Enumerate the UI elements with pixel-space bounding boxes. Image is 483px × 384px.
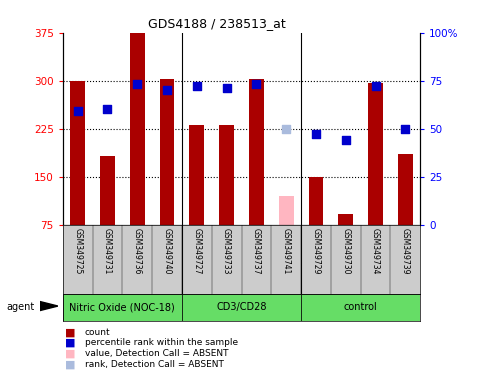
Point (342, 137, 350, 143)
Bar (219, 126, 234, 225)
Text: ■: ■ (65, 338, 76, 348)
Text: value, Detection Call = ABSENT: value, Detection Call = ABSENT (85, 349, 228, 358)
Bar (309, 177, 324, 225)
Point (223, 85, 230, 91)
Text: ■: ■ (65, 349, 76, 359)
Bar (63, 294, 182, 321)
Text: Nitric Oxide (NOC-18): Nitric Oxide (NOC-18) (70, 302, 175, 312)
Point (282, 126, 290, 132)
Point (133, 81, 141, 88)
Text: rank, Detection Call = ABSENT: rank, Detection Call = ABSENT (85, 360, 224, 369)
Bar (249, 79, 264, 225)
Bar (182, 294, 301, 321)
Point (193, 83, 201, 89)
Text: GDS4188 / 238513_at: GDS4188 / 238513_at (148, 17, 286, 30)
Text: GSM349730: GSM349730 (341, 228, 350, 275)
Text: ■: ■ (65, 359, 76, 369)
Bar (338, 214, 353, 225)
Text: GSM349739: GSM349739 (401, 228, 410, 275)
Text: ■: ■ (65, 327, 76, 337)
Polygon shape (40, 301, 58, 311)
Text: CD3/CD28: CD3/CD28 (216, 302, 267, 312)
Bar (70, 81, 85, 225)
Text: GSM349736: GSM349736 (133, 228, 142, 275)
Text: GSM349733: GSM349733 (222, 228, 231, 275)
Text: GSM349725: GSM349725 (73, 228, 82, 275)
Point (312, 131, 320, 137)
Point (104, 106, 112, 113)
Text: GSM349727: GSM349727 (192, 228, 201, 275)
Bar (159, 79, 174, 225)
Text: GSM349731: GSM349731 (103, 228, 112, 275)
Bar (368, 83, 383, 225)
Point (74, 108, 82, 114)
Bar (301, 294, 420, 321)
Text: percentile rank within the sample: percentile rank within the sample (85, 338, 238, 348)
Text: GSM349734: GSM349734 (371, 228, 380, 275)
Text: GSM349740: GSM349740 (163, 228, 171, 275)
Point (163, 87, 171, 93)
Text: agent: agent (6, 302, 34, 312)
Bar (100, 156, 115, 225)
Text: count: count (85, 328, 110, 337)
Bar (130, 33, 145, 225)
Point (401, 126, 409, 132)
Text: GSM349729: GSM349729 (312, 228, 320, 275)
Point (253, 81, 260, 88)
Text: GSM349737: GSM349737 (252, 228, 261, 275)
Bar (279, 196, 294, 225)
Point (372, 83, 380, 89)
Text: control: control (344, 302, 378, 312)
Bar (189, 126, 204, 225)
Text: GSM349741: GSM349741 (282, 228, 291, 275)
Bar (398, 154, 413, 225)
